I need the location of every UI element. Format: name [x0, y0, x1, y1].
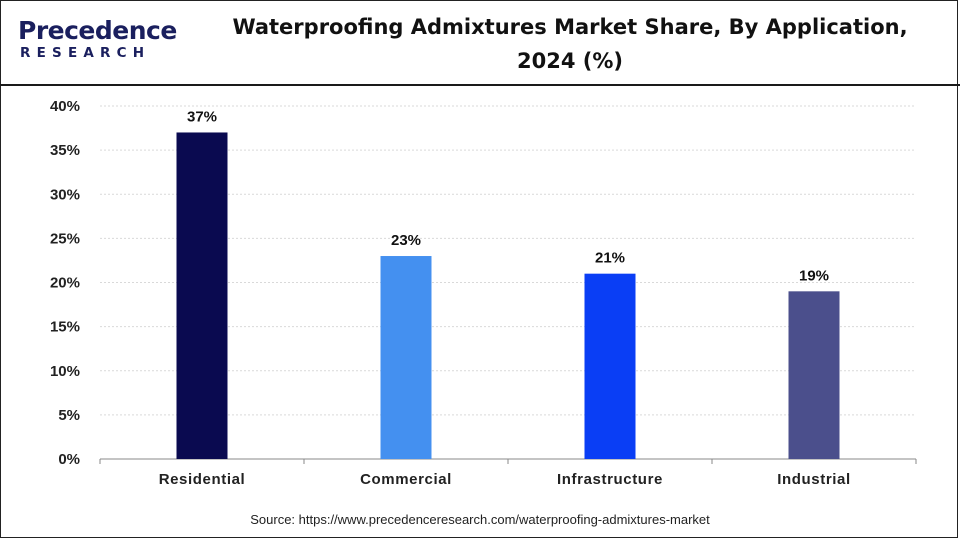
y-tick-label: 40%: [50, 98, 80, 115]
bar-residential: [176, 132, 228, 459]
y-tick-label: 0%: [58, 451, 80, 468]
y-tick-label: 15%: [50, 319, 80, 336]
x-category-label: Infrastructure: [557, 471, 663, 488]
brand-name: Precedence: [18, 16, 177, 45]
y-tick-label: 25%: [50, 230, 80, 247]
header: Precedence RESEARCH Waterproofing Admixt…: [0, 0, 960, 85]
chart-title: Waterproofing Admixtures Market Share, B…: [200, 10, 940, 78]
header-divider: [0, 84, 960, 86]
chart-title-line-2: 2024 (%): [517, 49, 623, 73]
y-tick-label: 5%: [58, 407, 80, 424]
bar-value-label: 21%: [595, 250, 625, 267]
bar-value-label: 19%: [799, 267, 829, 284]
source-note: Source: https://www.precedenceresearch.c…: [250, 512, 710, 527]
bar-value-label: 23%: [391, 232, 421, 249]
bar-value-label: 37%: [187, 108, 217, 125]
x-category-label: Industrial: [777, 471, 851, 488]
x-category-label: Residential: [159, 471, 246, 488]
y-tick-label: 10%: [50, 363, 80, 380]
bar-chart: 0% 5% 10% 15% 20% 25% 30% 35% 40% 37% Residential 2…: [50, 98, 917, 488]
y-tick-label: 20%: [50, 275, 80, 292]
y-tick-label: 30%: [50, 186, 80, 203]
bar-commercial: [380, 256, 432, 459]
y-tick-label: 35%: [50, 142, 80, 159]
chart-title-line-1: Waterproofing Admixtures Market Share, B…: [232, 15, 908, 39]
x-category-label: Commercial: [360, 471, 452, 488]
brand-logo: Precedence RESEARCH: [18, 16, 177, 66]
brand-subtitle: RESEARCH: [20, 45, 151, 61]
bar-industrial: [788, 291, 840, 459]
bar-infrastructure: [584, 273, 636, 459]
